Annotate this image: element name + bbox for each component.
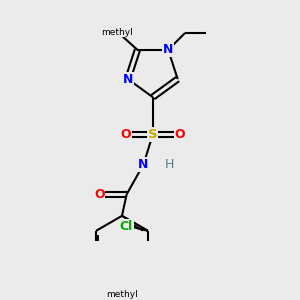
Text: methyl: methyl	[115, 28, 120, 29]
Text: N: N	[163, 43, 173, 56]
Text: N: N	[138, 158, 148, 171]
Text: N: N	[123, 73, 133, 85]
Text: S: S	[148, 128, 158, 141]
Text: H: H	[165, 158, 174, 171]
Text: O: O	[120, 128, 131, 141]
Text: Cl: Cl	[120, 220, 133, 232]
Text: O: O	[94, 188, 105, 201]
Text: methyl: methyl	[106, 290, 138, 299]
Text: O: O	[175, 128, 185, 141]
Text: methyl: methyl	[101, 28, 133, 37]
